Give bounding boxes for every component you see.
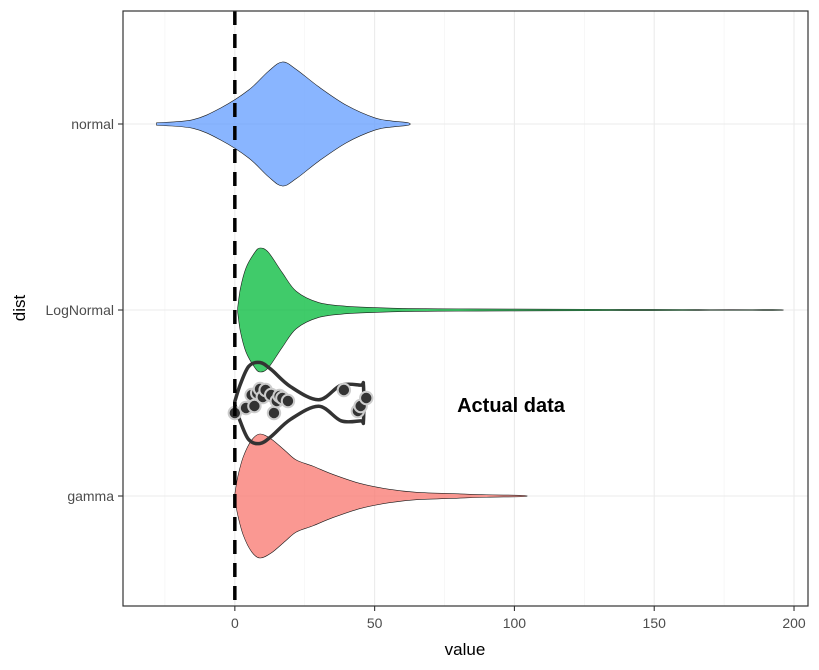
x-tick-label: 200 bbox=[782, 615, 806, 631]
x-tick-label: 100 bbox=[503, 615, 527, 631]
violins bbox=[156, 61, 784, 559]
y-tick-label: gamma bbox=[67, 488, 114, 504]
data-point bbox=[336, 382, 352, 398]
data-point bbox=[247, 398, 262, 414]
y-tick-label: normal bbox=[71, 116, 114, 132]
y-tick-label: LogNormal bbox=[46, 302, 114, 318]
y-axis: normal LogNormal gamma bbox=[46, 116, 123, 504]
panel-border bbox=[122, 10, 809, 607]
data-point bbox=[266, 405, 282, 421]
x-tick-label: 0 bbox=[231, 615, 239, 631]
x-axis: 0 50 100 150 200 bbox=[231, 606, 806, 631]
data-point bbox=[280, 393, 296, 409]
x-tick-label: 50 bbox=[367, 615, 383, 631]
violin-normal bbox=[156, 61, 411, 187]
violin-lognormal bbox=[237, 247, 784, 373]
violin-gamma bbox=[234, 433, 528, 559]
actual-data-points bbox=[227, 381, 374, 421]
y-axis-title: dist bbox=[10, 295, 29, 322]
data-point bbox=[359, 390, 374, 406]
annotation-actual-data: Actual data bbox=[457, 395, 566, 417]
x-tick-label: 150 bbox=[643, 615, 667, 631]
panel-background bbox=[123, 11, 808, 606]
x-axis-title: value bbox=[445, 640, 486, 659]
